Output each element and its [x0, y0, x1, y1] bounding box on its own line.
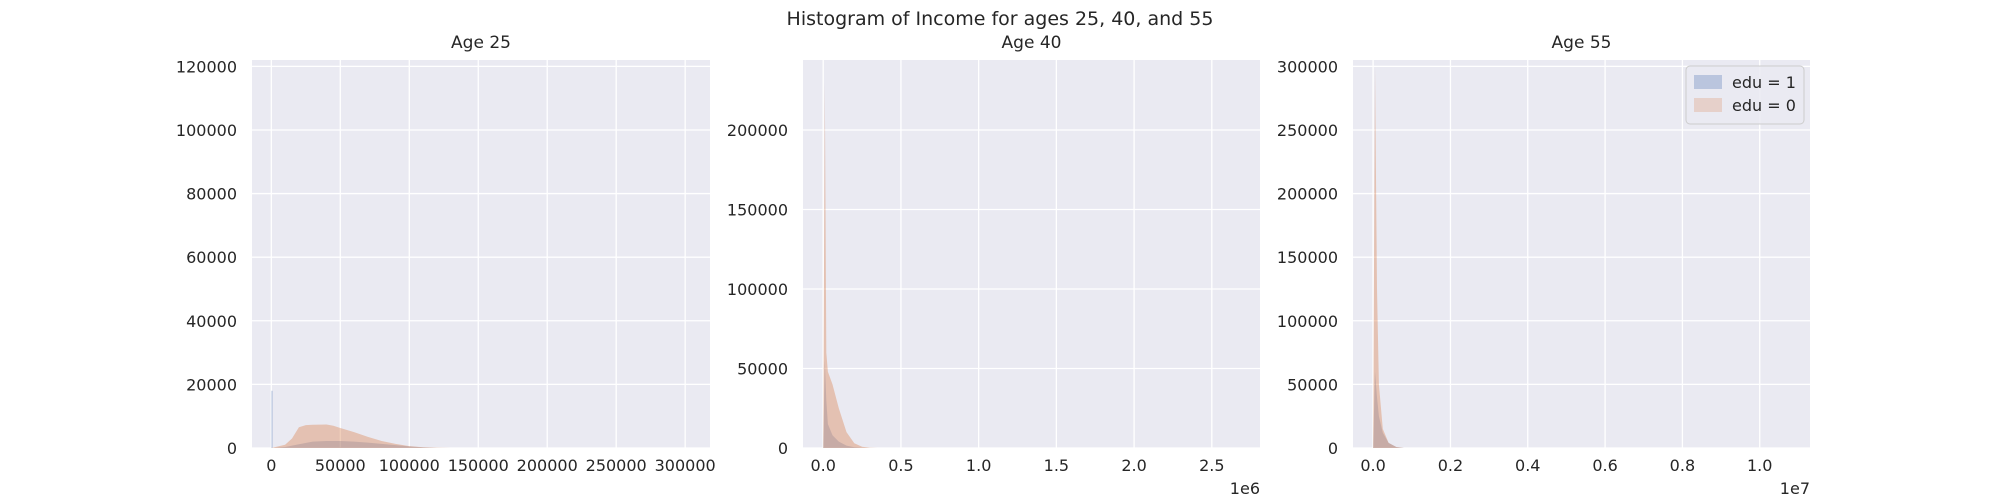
series-area-edu-0 — [823, 82, 878, 449]
y-tick-label: 200000 — [727, 121, 788, 140]
x-tick-label: 1.0 — [1747, 456, 1772, 475]
series-area-edu-1 — [823, 360, 870, 448]
legend-frame — [1685, 65, 1805, 125]
y-tick-label: 60000 — [186, 248, 237, 267]
x-tick-label: 200000 — [517, 456, 578, 475]
y-tick-label: 0 — [1328, 439, 1338, 458]
y-tick-label: 100000 — [1277, 312, 1338, 331]
y-tick-label: 0 — [778, 439, 788, 458]
subplot-title: Age 55 — [1552, 33, 1612, 53]
y-tick-label: 250000 — [1277, 121, 1338, 140]
plot-area — [1353, 60, 1810, 448]
x-tick-label: 1.0 — [966, 456, 991, 475]
x-tick-label: 0.5 — [888, 456, 913, 475]
legend-label: edu = 0 — [1732, 96, 1796, 115]
x-tick-label: 0.0 — [810, 456, 835, 475]
legend-swatch — [1694, 98, 1722, 112]
series-area-edu-0 — [271, 424, 451, 448]
series-area-edu-0 — [1373, 66, 1404, 449]
legend-swatch — [1694, 75, 1722, 89]
y-tick-label: 100000 — [727, 280, 788, 299]
y-tick-label: 50000 — [1287, 375, 1338, 394]
y-tick-label: 150000 — [1277, 248, 1338, 267]
y-tick-label: 120000 — [176, 57, 237, 76]
subplot-2: 0.0 0.5 1.0 1.5 2.0 2.5 0 50000 100000 150000 2000… — [727, 33, 1260, 498]
subplot-title: Age 25 — [451, 33, 511, 53]
x-tick-label: 250000 — [586, 456, 647, 475]
subplot-title: Age 40 — [1002, 33, 1062, 53]
x-tick-label: 2.5 — [1199, 456, 1224, 475]
y-tick-label: 100000 — [176, 121, 237, 140]
axis-offset-label: 1e7 — [1780, 479, 1810, 498]
y-tick-label: 0 — [227, 439, 237, 458]
y-tick-label: 80000 — [186, 185, 237, 204]
x-tick-label: 50000 — [315, 456, 366, 475]
x-tick-label: 0 — [266, 456, 276, 475]
plot-area — [803, 60, 1260, 448]
legend-label: edu = 1 — [1732, 73, 1796, 92]
y-tick-label: 200000 — [1277, 185, 1338, 204]
x-tick-label: 1.5 — [1044, 456, 1069, 475]
x-tick-label: 2.0 — [1121, 456, 1146, 475]
y-tick-label: 40000 — [186, 312, 237, 331]
plot-area — [252, 60, 710, 448]
y-tick-label: 20000 — [186, 375, 237, 394]
subplot-1: 0 50000 100000 150000 200000 250000 300000 0 200… — [176, 33, 716, 475]
x-tick-label: 0.0 — [1360, 456, 1385, 475]
y-tick-label: 50000 — [737, 359, 788, 378]
series-area-edu-1 — [1373, 371, 1404, 448]
x-tick-label: 0.8 — [1670, 456, 1695, 475]
x-tick-label: 100000 — [379, 456, 440, 475]
axis-offset-label: 1e6 — [1230, 479, 1260, 498]
y-tick-label: 150000 — [727, 200, 788, 219]
x-tick-label: 150000 — [448, 456, 509, 475]
x-tick-label: 0.2 — [1438, 456, 1463, 475]
y-tick-label: 300000 — [1277, 57, 1338, 76]
x-tick-label: 0.6 — [1592, 456, 1617, 475]
x-tick-label: 0.4 — [1515, 456, 1540, 475]
subplot-3: 0.0 0.2 0.4 0.6 0.8 1.0 0 50000 100000 150000 2000… — [1277, 33, 1810, 498]
legend: edu = 1 edu = 0 — [1685, 65, 1805, 125]
x-tick-label: 300000 — [655, 456, 716, 475]
figure-title: Histogram of Income for ages 25, 40, and… — [787, 8, 1214, 30]
